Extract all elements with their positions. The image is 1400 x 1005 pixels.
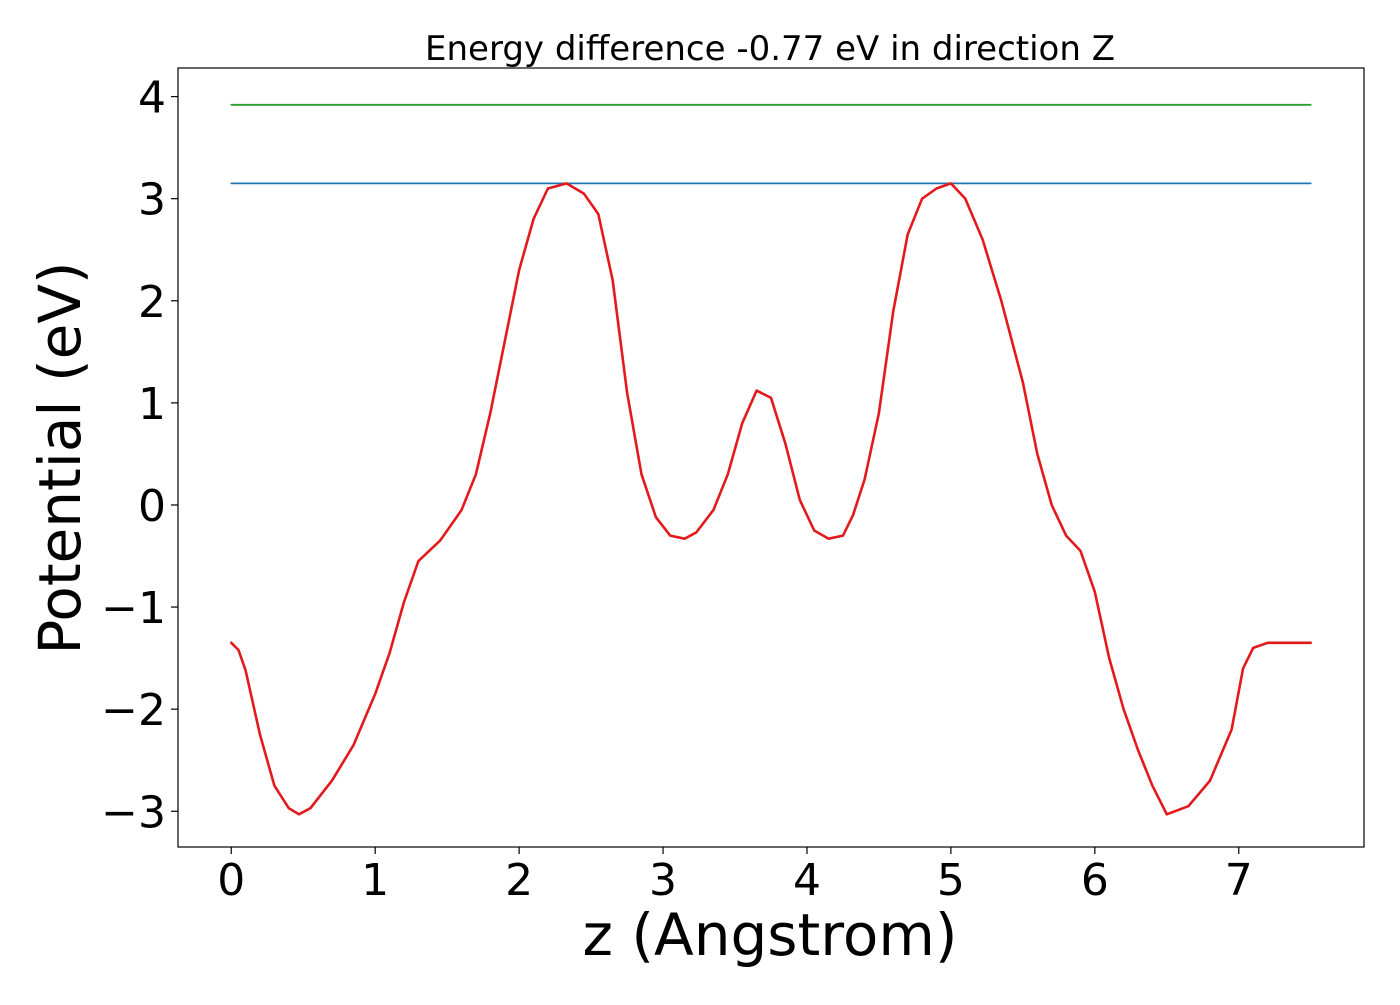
y-tick-label: 3 (138, 175, 166, 226)
y-tick-label: −3 (101, 787, 166, 838)
plot-frame (177, 67, 1365, 848)
x-axis-label: z (Angstrom) (583, 901, 958, 969)
x-tick-label: 3 (649, 855, 677, 906)
chart-title: Energy difference -0.77 eV in direction … (425, 29, 1115, 69)
x-tick-label: 6 (1081, 855, 1109, 906)
y-tick-label: −1 (101, 583, 166, 634)
x-tick-label: 0 (217, 855, 245, 906)
y-axis-label: Potential (eV) (26, 261, 94, 654)
x-tick-label: 7 (1225, 855, 1253, 906)
x-tick-label: 4 (793, 855, 821, 906)
plot-marks: 0 1 2 3 4 5 6 7 −3 −2 −1 0 1 2 3 4 (101, 73, 1312, 906)
y-tick-label: 0 (138, 481, 166, 532)
x-tick-label: 2 (505, 855, 533, 906)
y-tick-label: 1 (138, 379, 166, 430)
y-tick-label: 2 (138, 277, 166, 328)
y-tick-label: −2 (101, 685, 166, 736)
series-line-2 (230, 182, 1312, 816)
x-tick-label: 1 (361, 855, 389, 906)
x-tick-label: 5 (937, 855, 965, 906)
y-tick-label: 4 (138, 73, 166, 124)
